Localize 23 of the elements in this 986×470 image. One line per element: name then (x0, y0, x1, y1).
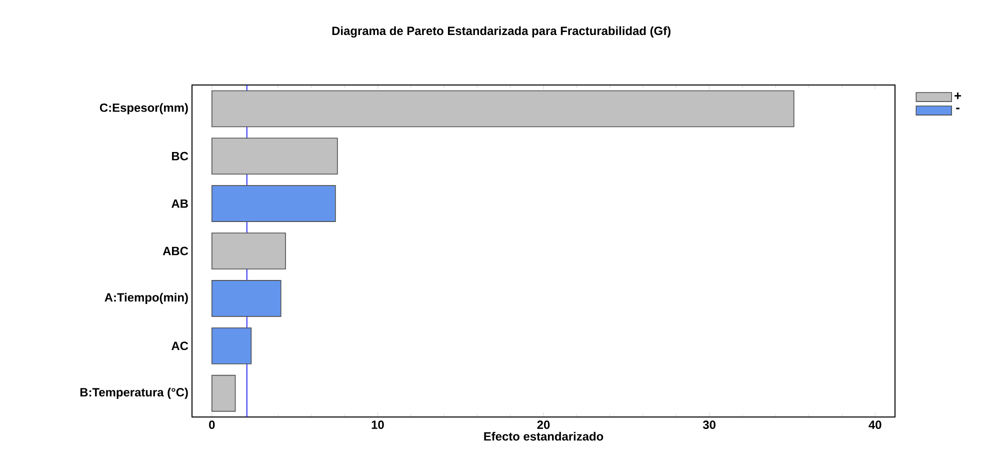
bar (212, 185, 336, 222)
y-tick-label: AC (172, 342, 188, 350)
y-tick-label: A:Tiempo(min) (104, 292, 188, 304)
bar (212, 327, 252, 364)
x-tick-label: 30 (702, 420, 716, 430)
bar (212, 280, 282, 317)
bar (212, 90, 794, 128)
legend-label: - (956, 108, 960, 110)
bar (212, 232, 286, 270)
y-tick-label: ABC (162, 246, 188, 256)
x-tick-label: 40 (868, 420, 882, 429)
y-tick-label: B:Temperatura (°C) (80, 388, 188, 399)
bar (212, 374, 236, 412)
bar (212, 138, 338, 175)
x-axis-title: Efecto estandarizado (484, 432, 604, 441)
chart-title: Diagrama de Pareto Estandarizada para Fracturabilidad (Gf) (332, 26, 670, 38)
legend-label: + (954, 92, 962, 100)
x-tick-label: 20 (537, 420, 550, 429)
y-tick-label: AB (172, 199, 188, 208)
x-tick-label: 10 (372, 420, 384, 429)
y-tick-label: C:Espesor(mm) (100, 103, 188, 114)
x-tick-label: 0 (209, 420, 215, 429)
y-tick-label: BC (172, 152, 188, 160)
